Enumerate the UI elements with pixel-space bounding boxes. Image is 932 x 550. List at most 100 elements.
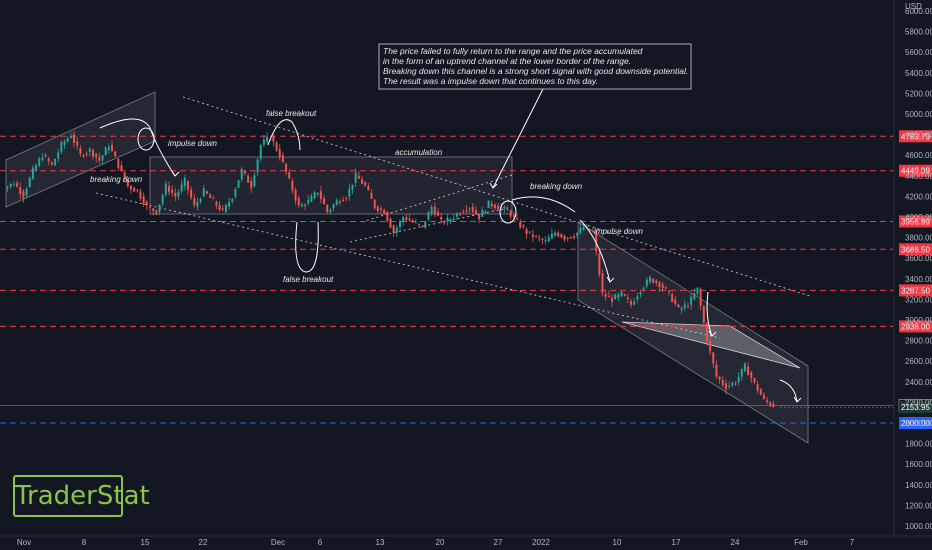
candle-body (111, 144, 114, 151)
candle-body (12, 184, 15, 186)
annotation-curve (511, 196, 576, 213)
candle-body (478, 213, 481, 220)
candle-body (715, 364, 718, 377)
candle-body (592, 230, 595, 232)
candle-body (718, 376, 721, 380)
candle-body (389, 218, 392, 228)
candle-body (626, 297, 629, 299)
candle-body (576, 232, 579, 236)
candle-body (285, 163, 288, 172)
label-impulse-down-2: impulse down (594, 227, 643, 236)
candle-body (522, 225, 525, 228)
candle-body (6, 186, 9, 189)
candle-body (300, 204, 303, 207)
candle-body (547, 237, 550, 242)
candle-body (421, 225, 424, 227)
arrow-head (606, 276, 615, 283)
annotation-curve (706, 291, 713, 337)
note-box: The price failed to fully return to the … (378, 43, 692, 90)
candle-body (402, 217, 405, 223)
candle-body (136, 189, 139, 191)
candle-body (345, 198, 348, 200)
candle-body (342, 199, 345, 202)
candle-body (680, 307, 683, 310)
candle-body (481, 210, 484, 217)
y-tick-label: 3600.00 (905, 254, 932, 263)
candle-body (424, 221, 427, 228)
level-label: 4449.09 (901, 167, 930, 176)
candle-body (459, 214, 462, 216)
x-tick-label: Feb (794, 538, 808, 547)
candle-body (47, 158, 50, 162)
annotation-curve (579, 219, 611, 283)
candle-body (250, 180, 253, 189)
y-tick-label: 1200.00 (905, 501, 932, 510)
candle-body (329, 209, 332, 212)
candle-body (291, 180, 294, 191)
x-tick-label: 15 (141, 538, 150, 547)
candle-body (468, 208, 471, 210)
highlight-circle (137, 127, 155, 151)
level-label: 3686.50 (901, 245, 930, 254)
arrow-head (793, 396, 802, 403)
range-box (149, 156, 513, 215)
candle-body (452, 218, 455, 220)
trend-line (95, 192, 721, 339)
candle-body (538, 237, 541, 239)
candle-body (512, 214, 515, 217)
candle-body (307, 199, 310, 204)
candle-body (319, 191, 322, 200)
annotation-curve (267, 119, 301, 151)
candle-body (648, 277, 651, 283)
label-false-breakout-top: false breakout (266, 109, 317, 118)
candle-body (253, 175, 256, 187)
y-tick-label: 5800.00 (905, 28, 932, 37)
candle-body (525, 229, 528, 234)
y-tick-label: 2800.00 (905, 337, 932, 346)
candle-body (373, 199, 376, 209)
trend-line (349, 207, 509, 243)
candle-body (259, 144, 262, 159)
candle-body (557, 232, 560, 237)
candle-body (528, 231, 531, 233)
level-badge (899, 320, 932, 333)
candle-body (636, 296, 639, 300)
candle-body (199, 199, 202, 202)
candle-body (430, 206, 433, 214)
candle-body (158, 204, 161, 212)
annotation-curve (492, 84, 546, 189)
y-tick-label: 4400.00 (905, 172, 932, 181)
arrow-head (489, 182, 498, 189)
candle-body (690, 296, 693, 305)
candle-body (490, 203, 493, 207)
channel-2 (577, 221, 809, 444)
candle-body (73, 134, 76, 143)
y-tick-label: 2200.00 (905, 398, 932, 407)
candle-body (683, 304, 686, 308)
candle-body (202, 188, 205, 197)
y-tick-label: 2400.00 (905, 378, 932, 387)
secondary-price-badge (899, 401, 932, 414)
candle-body (705, 323, 708, 343)
candle-body (563, 235, 566, 240)
candle-body (762, 394, 765, 399)
candle-body (588, 229, 591, 231)
candle-body (281, 155, 284, 162)
candle-body (737, 376, 740, 382)
candle-body (234, 189, 237, 197)
candle-body (395, 227, 398, 233)
candle-body (633, 301, 636, 305)
level-badge (899, 417, 932, 429)
note-line: Breaking down this channel is a strong s… (383, 66, 688, 76)
candle-body (294, 189, 297, 201)
candle-body (487, 200, 490, 209)
candle-body (642, 288, 645, 290)
candle-body (66, 138, 69, 142)
level-badge (899, 130, 932, 143)
candle-body (338, 201, 341, 203)
candle-body (677, 304, 680, 308)
candle-body (205, 191, 208, 194)
candle-body (702, 306, 705, 324)
x-tick-label: 24 (731, 538, 740, 547)
